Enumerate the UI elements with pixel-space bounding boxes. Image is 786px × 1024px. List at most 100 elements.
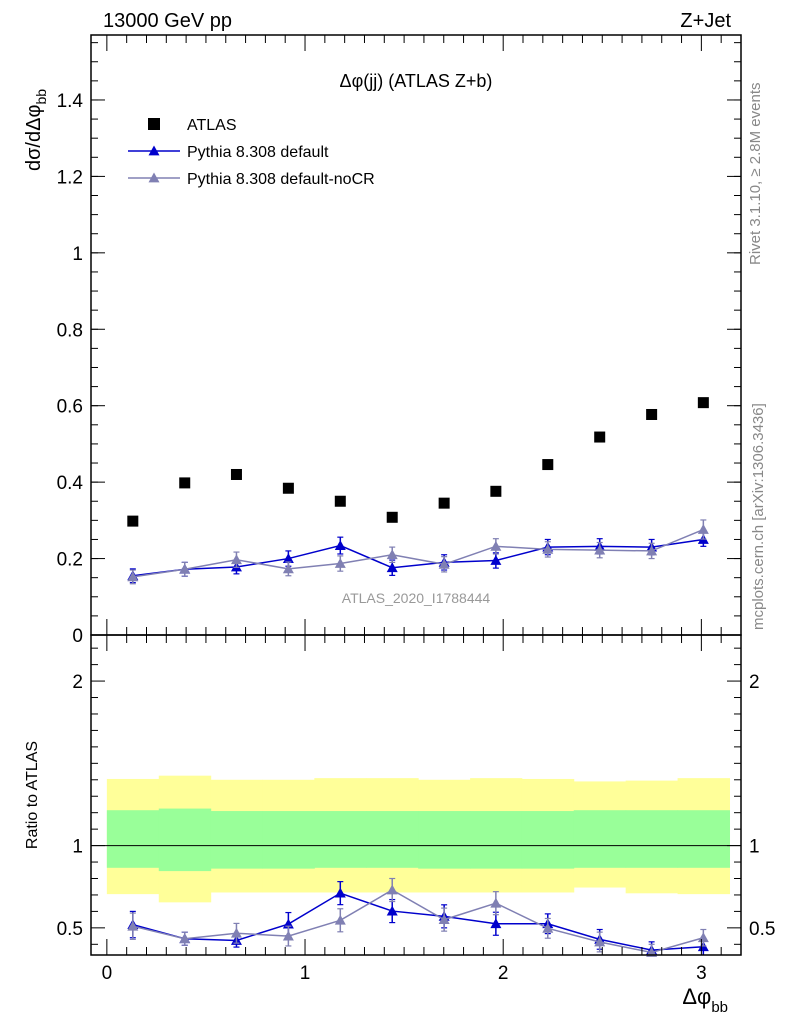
data-point xyxy=(334,540,346,550)
ratio-y-tick-label: 2 xyxy=(72,672,83,693)
y-tick-label: 0.8 xyxy=(57,320,83,341)
data-point xyxy=(542,922,554,933)
data-point xyxy=(438,558,450,569)
data-point xyxy=(490,918,502,929)
main-title: Δφ(jj) (ATLAS Z+b) xyxy=(340,71,493,91)
band-bin xyxy=(314,811,367,868)
site-label: mcplots.cern.ch [arXiv:1306.3436] xyxy=(750,403,767,630)
y-tick-label: 1.4 xyxy=(57,91,84,112)
y-tick-label: 0.6 xyxy=(57,397,83,418)
y-tick-label: 1 xyxy=(72,244,83,265)
series-line xyxy=(132,892,704,951)
y-tick-label: 0.2 xyxy=(57,550,83,571)
data-point xyxy=(490,485,502,497)
data-point xyxy=(334,495,346,507)
ratio-panel: 0.5 0.5 1 1 2 2 0 1 2 3 Ratio to ATLAS Δφbb xyxy=(24,634,775,1016)
data-point xyxy=(490,897,502,908)
series-pythia-8-308-default-nocr xyxy=(127,519,709,585)
main-panel: 00.20.40.60.811.21.4 Δφ(jj) (ATLAS Z+b) … xyxy=(23,34,742,647)
legend-marker xyxy=(148,172,160,183)
band-bin xyxy=(470,811,523,869)
data-point xyxy=(542,459,554,471)
ratio-y-tick-label-right: 1 xyxy=(749,837,760,858)
ratio-series-pythia-8-308-default xyxy=(127,881,709,955)
data-point xyxy=(542,543,554,554)
y-tick-label: 1.2 xyxy=(57,167,83,188)
data-point xyxy=(334,558,346,568)
series-line xyxy=(132,889,704,954)
analysis-watermark: ATLAS_2020_I1788444 xyxy=(342,590,491,606)
legend-label: ATLAS xyxy=(187,117,237,134)
band-bin xyxy=(158,808,212,872)
band-bin xyxy=(521,811,575,869)
x-tick-label: 2 xyxy=(498,963,509,984)
data-point xyxy=(438,914,450,925)
main-ylabel: dσ/dΔφbb xyxy=(23,89,49,171)
ratio-y-tick-label: 1 xyxy=(72,837,83,858)
data-point xyxy=(594,431,606,443)
legend-entry: Pythia 8.308 default xyxy=(128,144,329,161)
band-bin xyxy=(573,810,627,868)
band-bin xyxy=(418,811,471,869)
ratio-ylabel: Ratio to ATLAS xyxy=(24,741,41,849)
data-point xyxy=(127,515,139,527)
band-bin xyxy=(106,810,160,868)
ratio-series-pythia-8-308-default-nocr xyxy=(127,877,709,957)
legend: ATLAS Pythia 8.308 default Pythia 8.308 de… xyxy=(128,117,375,188)
uncertainty-band-inner xyxy=(106,808,731,872)
data-point xyxy=(127,571,139,582)
series-pythia-8-308-default xyxy=(127,531,709,584)
data-point xyxy=(594,936,606,947)
svg-text:dσ/dΔφbb: dσ/dΔφbb xyxy=(23,89,49,171)
data-point xyxy=(179,477,191,489)
band-bin xyxy=(366,811,419,868)
data-point xyxy=(127,920,139,931)
series-line xyxy=(132,538,704,577)
legend-marker xyxy=(148,118,160,130)
data-point xyxy=(282,553,294,563)
data-point xyxy=(386,884,398,895)
legend-entry: ATLAS xyxy=(148,117,237,134)
ratio-frame xyxy=(90,634,742,956)
ratio-y-tick-label: 0.5 xyxy=(57,919,83,940)
data-point xyxy=(230,468,242,480)
data-point xyxy=(697,397,709,409)
process-label: Z+Jet xyxy=(680,10,731,32)
data-point xyxy=(490,554,502,565)
band-bin xyxy=(677,810,731,868)
data-point xyxy=(334,887,346,898)
series-atlas xyxy=(127,397,709,527)
svg-text:Δφbb: Δφbb xyxy=(682,984,728,1016)
data-point xyxy=(179,933,191,944)
data-point xyxy=(179,563,191,574)
ratio-y-tick-label-right: 0.5 xyxy=(749,919,775,940)
data-point xyxy=(490,540,502,551)
data-point xyxy=(386,511,398,523)
x-tick-label: 1 xyxy=(300,963,311,984)
ratio-xlabel: Δφbb xyxy=(682,984,728,1016)
band-bin xyxy=(210,811,263,869)
band-bin xyxy=(262,811,315,869)
data-point xyxy=(646,408,658,420)
data-point xyxy=(438,497,450,509)
legend-entry: Pythia 8.308 default-noCR xyxy=(128,171,375,188)
x-tick-label: 3 xyxy=(696,963,707,984)
series-line xyxy=(132,528,704,578)
ratio-y-tick-label-right: 2 xyxy=(749,672,760,693)
data-point xyxy=(646,545,658,556)
data-point xyxy=(386,562,398,573)
rivet-label: Rivet 3.1.10, ≥ 2.8M events xyxy=(747,83,764,266)
y-tick-label: 0.4 xyxy=(57,473,84,494)
legend-label: Pythia 8.308 default xyxy=(187,144,329,161)
data-point xyxy=(334,914,346,925)
energy-label: 13000 GeV pp xyxy=(103,10,232,32)
data-point xyxy=(230,927,242,938)
band-bin xyxy=(625,810,679,868)
data-point xyxy=(697,932,709,943)
legend-label: Pythia 8.308 default-noCR xyxy=(187,171,375,188)
data-point xyxy=(697,524,709,534)
data-point xyxy=(386,905,398,916)
data-point xyxy=(282,563,294,574)
data-point xyxy=(594,544,606,555)
